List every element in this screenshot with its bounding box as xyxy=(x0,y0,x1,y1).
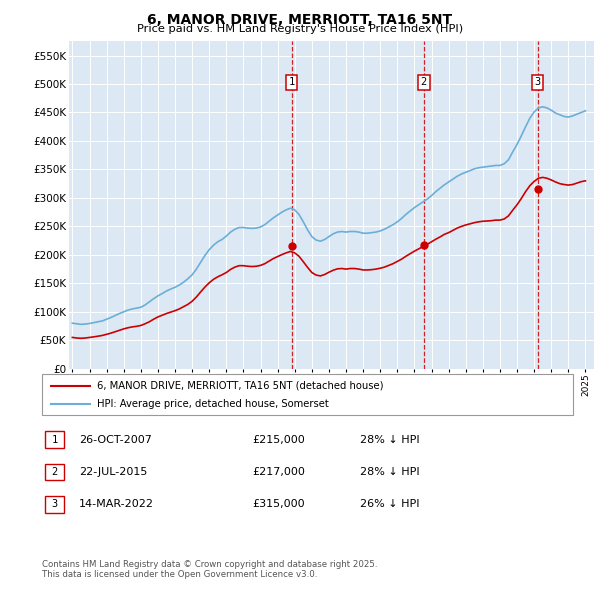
Text: £217,000: £217,000 xyxy=(252,467,305,477)
Text: 28% ↓ HPI: 28% ↓ HPI xyxy=(360,467,419,477)
Text: 3: 3 xyxy=(535,77,541,87)
Text: 3: 3 xyxy=(52,500,58,509)
Text: 2: 2 xyxy=(421,77,427,87)
Text: Price paid vs. HM Land Registry's House Price Index (HPI): Price paid vs. HM Land Registry's House … xyxy=(137,24,463,34)
Text: 2: 2 xyxy=(52,467,58,477)
Text: 6, MANOR DRIVE, MERRIOTT, TA16 5NT (detached house): 6, MANOR DRIVE, MERRIOTT, TA16 5NT (deta… xyxy=(97,381,384,391)
Text: 1: 1 xyxy=(52,435,58,444)
Text: 14-MAR-2022: 14-MAR-2022 xyxy=(79,500,154,509)
Text: 6, MANOR DRIVE, MERRIOTT, TA16 5NT: 6, MANOR DRIVE, MERRIOTT, TA16 5NT xyxy=(148,13,452,27)
Text: 26% ↓ HPI: 26% ↓ HPI xyxy=(360,500,419,509)
Text: 22-JUL-2015: 22-JUL-2015 xyxy=(79,467,148,477)
Text: 26-OCT-2007: 26-OCT-2007 xyxy=(79,435,152,444)
Text: Contains HM Land Registry data © Crown copyright and database right 2025.
This d: Contains HM Land Registry data © Crown c… xyxy=(42,560,377,579)
Text: £315,000: £315,000 xyxy=(252,500,305,509)
Text: HPI: Average price, detached house, Somerset: HPI: Average price, detached house, Some… xyxy=(97,399,329,409)
Text: 28% ↓ HPI: 28% ↓ HPI xyxy=(360,435,419,444)
Text: £215,000: £215,000 xyxy=(252,435,305,444)
Text: 1: 1 xyxy=(289,77,295,87)
